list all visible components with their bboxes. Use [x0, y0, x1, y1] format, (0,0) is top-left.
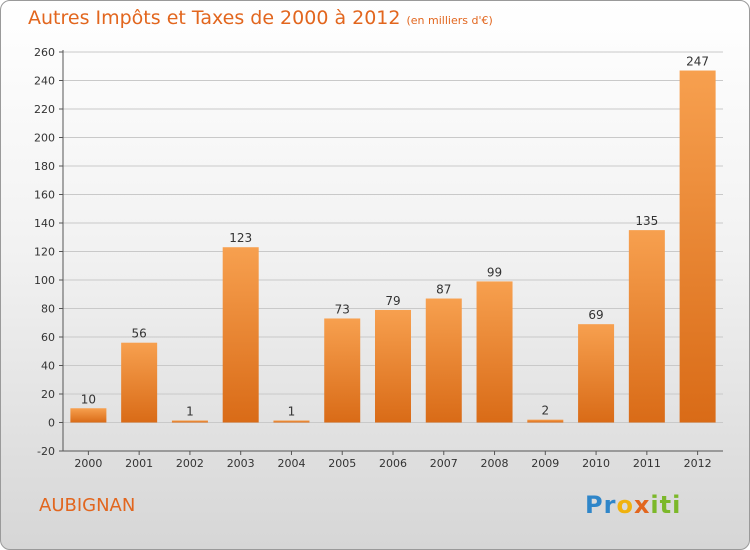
proxiti-logo[interactable]: Proxiti: [585, 491, 681, 519]
x-tick-label: 2010: [582, 457, 610, 470]
y-tick-label: 140: [34, 217, 55, 230]
x-tick-label: 2004: [277, 457, 305, 470]
x-tick-label: 2009: [531, 457, 559, 470]
data-label-2004: 1: [288, 405, 296, 419]
bar-2005: [324, 318, 361, 423]
bar-2011: [628, 230, 665, 423]
axes: [59, 50, 723, 455]
title-text: Autres Impôts et Taxes de 2000 à 2012: [28, 7, 401, 29]
y-tick-label: 60: [41, 331, 55, 344]
bar-2002: [171, 420, 208, 423]
data-label-2006: 79: [385, 294, 400, 308]
data-label-2001: 56: [132, 327, 147, 341]
bar-2008: [476, 281, 513, 423]
y-tick-label: 120: [34, 246, 55, 259]
bar-2000: [70, 408, 107, 423]
logo-part-2: o: [616, 491, 634, 519]
y-tick-label: 200: [34, 132, 55, 145]
data-label-2009: 2: [541, 404, 549, 418]
data-label-2008: 99: [487, 265, 502, 279]
bar-2006: [375, 309, 411, 423]
data-label-2002: 1: [186, 405, 194, 419]
x-tick-label: 2008: [481, 457, 509, 470]
logo-part-4: iti: [650, 491, 682, 519]
bar-2007: [425, 298, 462, 423]
y-tick-label: 260: [34, 46, 55, 59]
x-tick-label: 2001: [125, 457, 153, 470]
bar-2012: [679, 70, 716, 423]
x-tick-labels: 2000 2001 2002 2003 2004 2005 2006 2007 2008 2009…: [74, 457, 711, 470]
x-tick-label: 2005: [328, 457, 356, 470]
bar-2009: [527, 419, 564, 423]
data-label-2005: 73: [335, 302, 350, 316]
x-tick-label: 2002: [176, 457, 204, 470]
x-tick-label: 2007: [430, 457, 458, 470]
commune-name: AUBIGNAN: [39, 495, 136, 516]
y-tick-label: 160: [34, 189, 55, 202]
chart-title: Autres Impôts et Taxes de 2000 à 2012 (en…: [28, 7, 493, 29]
data-label-2010: 69: [588, 308, 603, 322]
bar-2003: [222, 247, 259, 423]
data-label-2007: 87: [436, 283, 451, 297]
y-tick-label: 40: [41, 360, 55, 373]
data-labels: 10 56 1 123 1 73 79 87 99 2 69 135 247: [81, 55, 709, 419]
bar-2004: [273, 420, 310, 423]
data-label-2012: 247: [686, 55, 709, 69]
bar-2010: [578, 324, 615, 423]
x-tick-label: 2012: [684, 457, 712, 470]
y-tick-label: 220: [34, 103, 55, 116]
logo-part-1: Pr: [585, 491, 617, 519]
bars: [70, 70, 716, 423]
bar-2001: [121, 342, 158, 423]
logo-part-3: x: [633, 491, 651, 519]
y-tick-label: 20: [41, 388, 55, 401]
y-tick-label: 80: [41, 303, 55, 316]
x-tick-label: 2011: [633, 457, 661, 470]
data-label-2000: 10: [81, 392, 96, 406]
x-tick-label: 2003: [227, 457, 255, 470]
y-tick-label: 0: [48, 417, 55, 430]
chart-subtitle: (en milliers d'€): [406, 14, 493, 27]
y-tick-label: 240: [34, 75, 55, 88]
y-tick-label: -20: [37, 445, 55, 458]
y-tick-label: 180: [34, 160, 55, 173]
y-tick-label: 100: [34, 274, 55, 287]
x-tick-label: 2006: [379, 457, 407, 470]
x-tick-label: 2000: [74, 457, 102, 470]
data-label-2011: 135: [635, 214, 658, 228]
y-tick-labels: -20 0 20 40 60 80 100 120 140 160 180 200 220 240 260: [34, 46, 55, 458]
data-label-2003: 123: [229, 231, 252, 245]
